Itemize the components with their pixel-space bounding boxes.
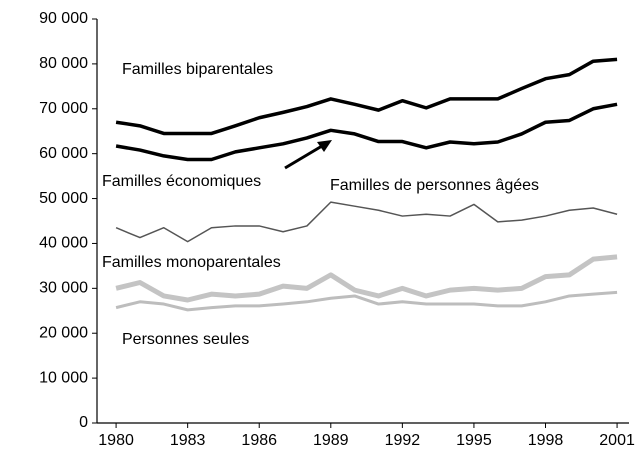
y-tick-label: 10 000	[39, 369, 88, 386]
x-tick-label: 1986	[241, 432, 277, 449]
x-tick-label: 1980	[98, 432, 134, 449]
series-line	[115, 102, 618, 162]
y-tick-label: 40 000	[39, 235, 88, 252]
series-line	[115, 290, 618, 312]
x-tick-label: 1983	[170, 432, 206, 449]
arrow-shaft	[284, 144, 323, 170]
series-label: Familles biparentales	[122, 61, 273, 78]
series-label: Personnes seules	[122, 331, 249, 348]
series-label: Familles monoparentales	[102, 254, 281, 271]
x-tick-label: 1992	[385, 432, 421, 449]
series-line	[115, 254, 618, 303]
y-tick-label: 20 000	[39, 324, 88, 341]
series-line	[115, 57, 618, 136]
arrow-head	[317, 140, 332, 152]
x-tick-label: 1995	[456, 432, 492, 449]
y-tick-label: 0	[79, 414, 88, 431]
series-line	[115, 201, 618, 243]
y-tick-label: 90 000	[39, 10, 88, 27]
y-tick-label: 30 000	[39, 280, 88, 297]
series-label: Familles économiques	[102, 173, 261, 190]
x-tick-label: 2001	[599, 432, 635, 449]
y-tick-label: 80 000	[39, 55, 88, 72]
y-tick-label: 70 000	[39, 100, 88, 117]
x-tick-label: 1989	[313, 432, 349, 449]
x-tick-label: 1998	[528, 432, 564, 449]
series-label: Familles de personnes âgées	[330, 177, 539, 194]
y-tick-label: 60 000	[39, 145, 88, 162]
y-tick-label: 50 000	[39, 190, 88, 207]
